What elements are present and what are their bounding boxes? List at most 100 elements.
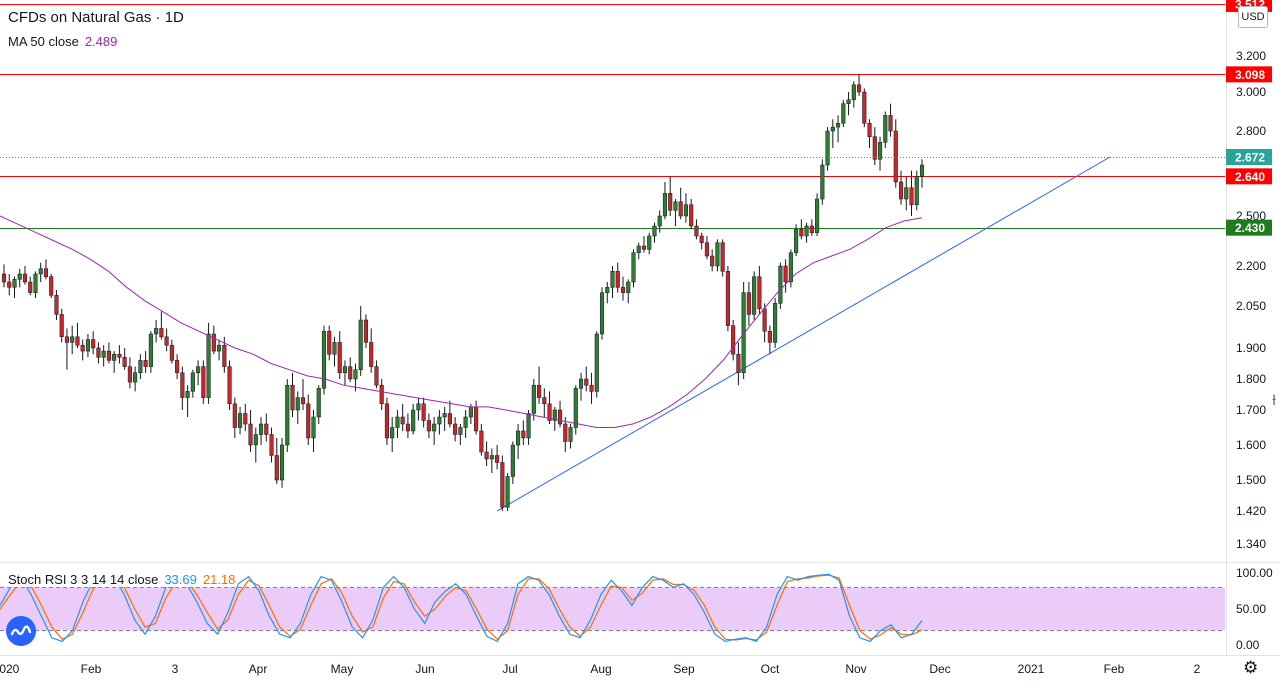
settings-gear-icon[interactable]: ⚙ (1243, 658, 1259, 677)
tradingview-logo-icon[interactable] (6, 616, 36, 646)
candle-body (28, 281, 33, 293)
candle-body (489, 455, 494, 460)
horizontal-levels (0, 4, 1225, 512)
candle-body (43, 268, 49, 277)
candle-body (919, 164, 925, 177)
candle-body (521, 430, 526, 439)
candle-body (138, 360, 143, 374)
candle-body (33, 273, 38, 293)
candle-body (143, 360, 148, 367)
candle-body (358, 319, 363, 370)
candle-body (752, 276, 757, 315)
candle-body (306, 403, 311, 439)
price-tick-label: 2.800 (1236, 124, 1266, 138)
candle-body (159, 328, 164, 338)
level-badge (1226, 66, 1272, 83)
candle-body (731, 325, 736, 355)
candle-body (615, 271, 620, 288)
candle-body (741, 292, 746, 374)
time-tick-label: 3 (172, 662, 179, 676)
candle-body (253, 434, 258, 446)
candle-body (594, 333, 599, 392)
candle-body (258, 423, 264, 435)
candle-body (825, 130, 830, 166)
candle-body (342, 366, 348, 374)
candle-body (662, 193, 668, 217)
candle-body (568, 427, 573, 442)
candle-body (442, 413, 447, 418)
candle-body (505, 476, 510, 508)
candle-body (809, 225, 814, 233)
time-tick-label: Feb (81, 662, 102, 676)
level-badge-label: 3.098 (1235, 68, 1265, 82)
candle-body (426, 420, 431, 432)
candle-body (557, 409, 563, 425)
candle-body (778, 265, 783, 304)
candle-body (164, 336, 169, 346)
time-axis: 2020 Feb 3 Apr May Jun Jul Aug Sep Oct Nov Dec 2021 F… (0, 662, 1201, 676)
candle-body (154, 328, 159, 335)
candle-body (500, 462, 505, 508)
candle-body (578, 378, 584, 389)
last-price-label: 2.672 (1235, 151, 1265, 165)
candle-body (49, 276, 54, 296)
price-tick-label: 2.050 (1236, 299, 1266, 313)
level-badge (1226, 219, 1272, 236)
candle-body (710, 255, 715, 267)
candle-body (180, 372, 185, 398)
candle-body (636, 245, 641, 253)
level-badge-label: 2.640 (1235, 170, 1265, 184)
candle-body (631, 252, 636, 283)
candle-body (363, 319, 369, 343)
candle-body (799, 229, 804, 237)
stoch-rsi-k-line (0, 573, 923, 643)
cursor-icon: ⟊ (1272, 392, 1277, 409)
candle-body (274, 455, 279, 481)
candle-body (101, 350, 106, 358)
time-tick-label: May (331, 662, 354, 676)
candle-body (106, 350, 111, 361)
candle-body (211, 333, 216, 352)
candle-body (689, 204, 694, 227)
time-tick-label: Dec (929, 662, 950, 676)
candle-body (7, 281, 12, 288)
candle-body (12, 279, 17, 288)
candle-body (877, 142, 883, 160)
candle-body (526, 413, 531, 439)
candle-body (279, 444, 285, 481)
candle-body (353, 369, 358, 380)
currency-badge[interactable]: USD (1238, 6, 1268, 28)
candle-body (379, 384, 384, 405)
time-tick-label: Sep (673, 662, 695, 676)
stoch-rsi-d-value: 21.18 (202, 572, 236, 587)
stoch-rsi-tick-label: 100.00 (1236, 566, 1273, 580)
candle-body (552, 409, 557, 421)
time-tick-label: Oct (761, 662, 780, 676)
stoch-rsi-pane: 100.00 50.00 0.00 (0, 566, 1273, 652)
candle-body (22, 273, 28, 283)
candle-body (206, 333, 211, 398)
candle-body (468, 406, 473, 418)
candle-body (395, 416, 400, 428)
candle-body (238, 413, 243, 428)
stoch-rsi-label: Stoch RSI 3 3 14 14 close (8, 572, 159, 587)
price-tick-label: 1.340 (1236, 537, 1266, 551)
candle-body (495, 455, 500, 463)
candle-body (17, 273, 22, 280)
candle-body (390, 427, 395, 439)
candle-body (867, 122, 872, 137)
candle-body (374, 366, 379, 386)
candle-body (589, 384, 594, 392)
candle-body (626, 281, 631, 293)
candle-body (573, 388, 578, 428)
candle-body (300, 397, 306, 405)
candle-body (54, 295, 59, 315)
candle-body (96, 347, 101, 358)
candle-body (332, 342, 337, 355)
price-tick-label: 2.200 (1236, 259, 1266, 273)
candle-body (217, 344, 222, 352)
price-tick-label: 3.200 (1236, 49, 1266, 63)
candle-body (264, 423, 269, 435)
